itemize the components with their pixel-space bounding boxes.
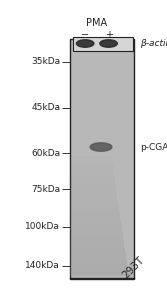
Bar	[70, 200, 118, 204]
Bar	[70, 188, 116, 192]
Bar	[70, 272, 129, 276]
Bar	[70, 260, 127, 264]
Text: 35kDa: 35kDa	[31, 57, 60, 66]
Bar	[70, 156, 112, 160]
Bar	[70, 232, 123, 236]
Bar	[70, 268, 128, 272]
Bar	[70, 180, 115, 184]
Bar	[70, 39, 134, 279]
Bar	[73, 38, 133, 51]
Ellipse shape	[100, 40, 117, 47]
Ellipse shape	[90, 143, 112, 151]
Bar	[70, 212, 120, 216]
Bar	[70, 176, 115, 180]
Bar	[70, 196, 118, 200]
Bar	[70, 264, 127, 268]
Text: −: −	[81, 30, 89, 40]
Text: β-actin: β-actin	[140, 39, 167, 48]
Text: 75kDa: 75kDa	[31, 184, 60, 194]
Bar	[70, 216, 120, 220]
Bar	[70, 256, 126, 260]
Text: +: +	[105, 30, 113, 40]
Bar	[70, 244, 125, 248]
Bar	[70, 224, 122, 228]
Text: 293T: 293T	[120, 255, 146, 280]
Bar	[70, 192, 117, 196]
Text: 60kDa: 60kDa	[31, 148, 60, 158]
Text: 100kDa: 100kDa	[25, 222, 60, 231]
Bar	[70, 228, 122, 232]
Bar	[70, 184, 116, 188]
Bar	[70, 248, 125, 252]
Bar	[70, 160, 112, 164]
Ellipse shape	[76, 40, 94, 47]
Bar	[70, 164, 113, 168]
Bar	[70, 236, 123, 240]
Text: PMA: PMA	[86, 18, 107, 28]
Text: p-CGAS-S291: p-CGAS-S291	[140, 142, 167, 152]
Bar	[70, 204, 119, 208]
Bar	[70, 252, 126, 256]
Bar	[70, 240, 124, 244]
Bar	[70, 208, 119, 212]
Bar	[70, 172, 114, 176]
Bar	[70, 168, 113, 172]
Text: 45kDa: 45kDa	[31, 103, 60, 112]
Bar	[70, 220, 121, 224]
Text: 140kDa: 140kDa	[25, 261, 60, 270]
